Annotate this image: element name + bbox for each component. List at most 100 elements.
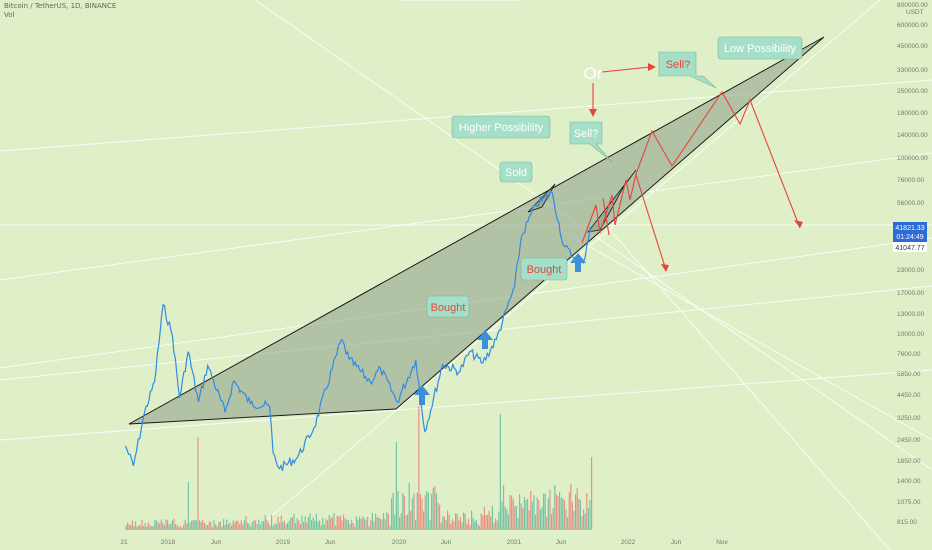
volume-bar: [295, 523, 297, 530]
volume-bar: [586, 493, 588, 530]
volume-bar: [263, 520, 265, 530]
volume-bar: [202, 519, 204, 530]
volume-bar: [413, 493, 415, 530]
volume-bar: [520, 503, 522, 530]
volume-bar: [335, 525, 337, 530]
volume-bar: [455, 513, 457, 530]
y-tick-label: 17000.00: [897, 290, 924, 297]
volume-bar: [219, 521, 221, 530]
volume-bar: [183, 524, 185, 530]
volume-bar: [464, 513, 466, 530]
trend-line-3: [0, 152, 932, 281]
volume-bar: [557, 495, 559, 530]
volume-bar: [491, 505, 493, 530]
volume-bar: [247, 522, 249, 530]
callout-bought-2: Bought: [520, 257, 568, 281]
volume-bar: [512, 499, 514, 530]
trend-line-8: [559, 229, 932, 441]
x-tick-label: 2022: [621, 539, 636, 546]
trend-line-2: [0, 79, 932, 152]
y-tick-label: 800000.00: [897, 2, 928, 9]
volume-bar: [383, 512, 385, 530]
volume-bar: [551, 514, 553, 530]
volume-bar: [264, 515, 266, 530]
y-tick-label: 100000.00: [897, 155, 928, 162]
volume-bar: [133, 526, 135, 530]
volume-bar: [333, 513, 335, 530]
current-price-label: 41821.33: [895, 225, 924, 232]
volume-bar: [461, 522, 463, 530]
volume-bar: [381, 519, 383, 530]
volume-bar: [215, 524, 217, 530]
volume-bar: [327, 520, 329, 530]
volume-bar: [175, 524, 177, 530]
x-tick-label: 21: [120, 539, 128, 546]
y-tick-label: 450000.00: [897, 43, 928, 50]
volume-bar: [131, 520, 133, 530]
volume-bar: [207, 525, 209, 530]
volume-bar: [245, 516, 247, 530]
projection-paths: [581, 90, 801, 271]
callout-text: Higher Possibility: [459, 122, 544, 134]
volume-bar: [146, 526, 148, 530]
x-tick-label: 2019: [276, 539, 291, 546]
volume-bar: [223, 519, 225, 530]
x-tick-label: Nov: [716, 539, 728, 546]
volume-bar: [568, 492, 570, 530]
volume-bar: [160, 519, 162, 530]
volume-bar: [365, 520, 367, 530]
volume-bar: [507, 514, 509, 530]
volume-bar: [575, 494, 577, 530]
volume-bar: [447, 510, 449, 530]
volume-bar: [155, 520, 157, 530]
volume-bar: [341, 520, 343, 530]
volume-bar: [527, 498, 529, 530]
volume-bar: [347, 519, 349, 530]
volume-bar: [168, 524, 170, 530]
volume-bar: [456, 513, 458, 530]
volume-bar: [298, 520, 300, 530]
callout-sold: Sold: [499, 161, 533, 183]
volume-bar: [384, 519, 386, 530]
volume-bar: [375, 513, 377, 530]
y-tick-label: 56000.00: [897, 200, 924, 207]
volume-bar: [303, 522, 305, 530]
line-level-badge: 41047.77: [893, 242, 927, 252]
volume-bar: [474, 521, 476, 530]
volume-bar: [496, 520, 498, 530]
projection-arrowheads: [589, 63, 803, 272]
arrowhead-or-right: [648, 63, 656, 71]
volume-bar: [288, 520, 290, 530]
volume-bar: [525, 499, 527, 530]
volume-bar: [435, 493, 437, 530]
current-price-badge: 41821.33 01:24:49: [893, 222, 927, 242]
volume-bar: [125, 525, 127, 530]
volume-bar: [128, 524, 130, 530]
volume-bar: [139, 525, 141, 530]
y-tick-label: 7600.00: [897, 351, 921, 358]
volume-bar: [402, 493, 404, 530]
volume-bar: [483, 506, 485, 530]
volume-bar: [407, 514, 409, 530]
volume-bar: [410, 510, 412, 530]
volume-bar: [171, 520, 173, 530]
volume-bar: [237, 520, 239, 530]
volume-bar: [325, 519, 327, 530]
volume-bar: [251, 521, 253, 530]
volume-bar: [504, 506, 506, 530]
volume-bar: [357, 519, 359, 530]
trend-line-10: [254, 0, 881, 531]
projection-path-2: [635, 174, 667, 271]
volume-bar: [275, 524, 277, 530]
volume-bar: [379, 518, 381, 530]
volume-bar: [234, 522, 236, 530]
callout-text: Low Possibility: [724, 43, 797, 55]
volume-bar: [463, 512, 465, 530]
volume-bar: [443, 516, 445, 530]
volume-bar: [579, 500, 581, 530]
volume-bar: [368, 526, 370, 530]
volume-bar: [317, 521, 319, 530]
volume-bar: [515, 506, 517, 530]
volume-bar: [283, 520, 285, 530]
